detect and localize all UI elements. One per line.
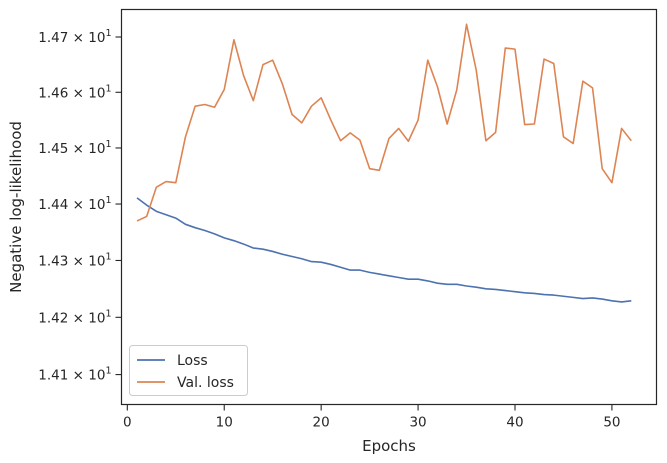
y-tick-mantissa: 1.43 [38,253,68,269]
y-tick-times-sign: × [68,85,88,101]
x-tick-label: 10 [216,415,233,431]
y-tick-times-sign: × [68,310,88,326]
y-tick-base: 10 [88,141,105,157]
y-tick-times-sign: × [68,197,88,213]
y-tick-label: 1.41 × 101 [38,366,111,384]
y-tick-base: 10 [88,368,105,384]
y-tick-base: 10 [88,197,105,213]
y-tick-exponent: 1 [105,195,111,206]
x-tick-label: 40 [506,415,523,431]
y-tick-times-sign: × [68,141,88,157]
y-tick-exponent: 1 [105,28,111,39]
legend-label: Val. loss [177,375,234,391]
y-tick-base: 10 [88,253,105,269]
x-tick-label: 30 [409,415,426,431]
x-axis-label: Epochs [362,437,416,455]
y-tick-label: 1.47 × 101 [38,28,111,46]
x-tick-label: 20 [313,415,330,431]
legend: Loss Val. loss [129,345,248,396]
x-axis-ticks: 0 10 20 30 40 50 [123,404,621,431]
y-tick-mantissa: 1.42 [38,310,68,326]
legend-box [129,345,248,396]
y-tick-mantissa: 1.46 [38,85,68,101]
series-line-1 [136,23,632,222]
y-tick-label: 1.45 × 101 [38,139,111,157]
y-tick-exponent: 1 [105,366,111,377]
legend-label: Loss [177,353,208,369]
y-tick-exponent: 1 [105,139,111,150]
y-tick-label: 1.44 × 101 [38,195,111,213]
y-tick-base: 10 [88,310,105,326]
y-tick-label: 1.46 × 101 [38,83,111,101]
y-tick-base: 10 [88,30,105,46]
y-tick-times-sign: × [68,253,88,269]
y-axis-label: Negative log-likelihood [7,121,25,293]
y-tick-mantissa: 1.41 [38,368,68,384]
y-tick-exponent: 1 [105,83,111,94]
y-tick-times-sign: × [68,368,88,384]
series-line-0 [136,197,632,303]
y-tick-label: 1.42 × 101 [38,308,111,326]
y-tick-label: 1.43 × 101 [38,251,111,269]
x-tick-label: 0 [123,415,132,431]
series-lines [136,23,632,303]
y-tick-exponent: 1 [105,308,111,319]
plot-frame [120,8,658,406]
y-tick-base: 10 [88,85,105,101]
y-tick-mantissa: 1.47 [38,30,68,46]
y-tick-mantissa: 1.45 [38,141,68,157]
y-tick-times-sign: × [68,30,88,46]
x-tick-label: 50 [603,415,620,431]
y-tick-mantissa: 1.44 [38,197,68,213]
y-tick-exponent: 1 [105,251,111,262]
